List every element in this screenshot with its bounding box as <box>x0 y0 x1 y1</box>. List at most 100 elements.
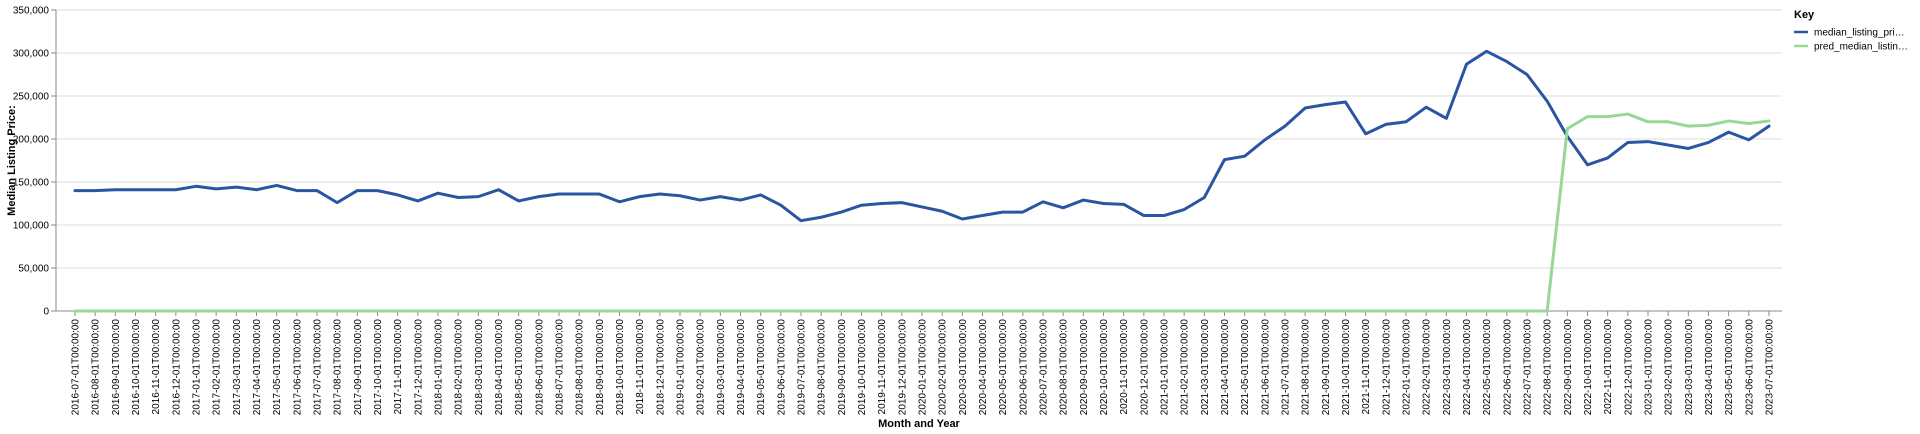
x-tick-label: 2018-11-01T00:00:00 <box>635 319 646 415</box>
x-tick-label: 2021-12-01T00:00:00 <box>1381 319 1392 416</box>
legend: Key median_listing_pri… pred_median_listi… <box>1794 9 1908 53</box>
x-tick-label: 2019-01-01T00:00:00 <box>676 319 687 416</box>
x-tick-label: 2018-05-01T00:00:00 <box>514 319 525 416</box>
x-tick-label: 2022-05-01T00:00:00 <box>1482 319 1493 416</box>
y-tick-label: 50,000 <box>18 264 49 275</box>
x-tick-label: 2021-05-01T00:00:00 <box>1240 319 1251 416</box>
x-tick-label: 2016-07-01T00:00:00 <box>71 319 82 416</box>
x-tick-label: 2019-05-01T00:00:00 <box>756 319 767 416</box>
axes: 0 50,000 100,000 150,000 200,000 250,000 300,0… <box>13 6 1782 416</box>
x-tick-label: 2021-06-01T00:00:00 <box>1260 319 1271 416</box>
x-tick-label: 2022-01-01T00:00:00 <box>1402 319 1413 416</box>
y-tick-label: 250,000 <box>13 92 50 103</box>
x-tick-label: 2022-07-01T00:00:00 <box>1523 319 1534 416</box>
x-tick-label: 2022-06-01T00:00:00 <box>1502 319 1513 416</box>
x-tick-label: 2021-03-01T00:00:00 <box>1200 319 1211 416</box>
x-axis-title: Month and Year <box>878 418 960 430</box>
x-tick-label: 2022-11-01T00:00:00 <box>1603 319 1614 415</box>
x-tick-label: 2017-08-01T00:00:00 <box>333 319 344 416</box>
x-tick-label: 2016-10-01T00:00:00 <box>131 319 142 416</box>
x-tick-label: 2020-02-01T00:00:00 <box>938 319 949 416</box>
x-tick-label: 2021-10-01T00:00:00 <box>1341 319 1352 416</box>
x-tick-label: 2018-12-01T00:00:00 <box>655 319 666 416</box>
x-tick-label: 2020-06-01T00:00:00 <box>1018 319 1029 416</box>
x-tick-label: 2023-02-01T00:00:00 <box>1664 319 1675 416</box>
x-tick-label: 2017-03-01T00:00:00 <box>232 319 243 416</box>
x-tick-label: 2020-08-01T00:00:00 <box>1059 319 1070 416</box>
x-tick-label: 2022-12-01T00:00:00 <box>1623 319 1634 416</box>
x-tick-label: 2017-10-01T00:00:00 <box>373 319 384 416</box>
x-tick-label: 2016-08-01T00:00:00 <box>91 319 102 416</box>
x-tick-label: 2017-05-01T00:00:00 <box>272 319 283 416</box>
x-tick-label: 2021-08-01T00:00:00 <box>1301 319 1312 416</box>
x-tick-label: 2016-11-01T00:00:00 <box>151 319 162 415</box>
x-tick-label: 2017-07-01T00:00:00 <box>313 319 324 416</box>
x-tick-label: 2017-06-01T00:00:00 <box>292 319 303 416</box>
y-tick-label: 100,000 <box>13 221 50 232</box>
legend-label: median_listing_pri… <box>1814 28 1905 39</box>
x-tick-label: 2018-08-01T00:00:00 <box>575 319 586 416</box>
x-tick-label: 2020-05-01T00:00:00 <box>998 319 1009 416</box>
x-tick-label: 2022-09-01T00:00:00 <box>1563 319 1574 416</box>
x-tick-label: 2018-03-01T00:00:00 <box>474 319 485 416</box>
y-tick-label: 300,000 <box>13 49 50 60</box>
x-tick-label: 2018-06-01T00:00:00 <box>534 319 545 416</box>
x-tick-label: 2019-11-01T00:00:00 <box>877 319 888 415</box>
x-tick-label: 2022-08-01T00:00:00 <box>1543 319 1554 416</box>
x-tick-label: 2021-02-01T00:00:00 <box>1180 319 1191 416</box>
series-lines <box>73 49 1771 313</box>
x-tick-label: 2022-03-01T00:00:00 <box>1442 319 1453 416</box>
legend-title: Key <box>1794 9 1815 21</box>
x-tick-label: 2018-09-01T00:00:00 <box>595 319 606 416</box>
x-tick-label: 2019-02-01T00:00:00 <box>696 319 707 416</box>
x-tick-label: 2020-07-01T00:00:00 <box>1039 319 1050 416</box>
x-tick-label: 2016-12-01T00:00:00 <box>171 319 182 416</box>
x-tick-label: 2021-07-01T00:00:00 <box>1281 319 1292 416</box>
x-tick-label: 2020-09-01T00:00:00 <box>1079 319 1090 416</box>
x-tick-label: 2021-11-01T00:00:00 <box>1361 319 1372 415</box>
x-tick-label: 2023-01-01T00:00:00 <box>1644 319 1655 416</box>
x-tick-label: 2017-12-01T00:00:00 <box>413 319 424 416</box>
x-tick-label: 2019-06-01T00:00:00 <box>776 319 787 416</box>
x-tick-label: 2017-02-01T00:00:00 <box>212 319 223 416</box>
x-tick-label: 2021-01-01T00:00:00 <box>1160 319 1171 416</box>
series-line-pred-median-listing-price <box>73 112 1771 313</box>
x-tick-label: 2019-03-01T00:00:00 <box>716 319 727 416</box>
x-tick-label: 2021-09-01T00:00:00 <box>1321 319 1332 416</box>
series-line-median-listing-price <box>73 49 1771 223</box>
x-tick-label: 2018-02-01T00:00:00 <box>454 319 465 416</box>
x-tick-label: 2022-02-01T00:00:00 <box>1422 319 1433 416</box>
x-tick-label: 2020-04-01T00:00:00 <box>978 319 989 416</box>
grid <box>56 9 1782 312</box>
x-tick-label: 2019-09-01T00:00:00 <box>837 319 848 416</box>
x-tick-label: 2020-03-01T00:00:00 <box>958 319 969 416</box>
x-tick-label: 2019-04-01T00:00:00 <box>736 319 747 416</box>
y-tick-label: 350,000 <box>13 6 50 17</box>
x-tick-label: 2023-05-01T00:00:00 <box>1724 319 1735 416</box>
x-tick-label: 2017-11-01T00:00:00 <box>393 319 404 415</box>
x-tick-label: 2020-10-01T00:00:00 <box>1099 319 1110 416</box>
y-tick-label: 0 <box>43 307 49 318</box>
x-tick-label: 2019-08-01T00:00:00 <box>817 319 828 416</box>
x-tick-label: 2017-01-01T00:00:00 <box>192 319 203 416</box>
x-tick-label: 2018-10-01T00:00:00 <box>615 319 626 416</box>
x-tick-label: 2022-10-01T00:00:00 <box>1583 319 1594 416</box>
x-tick-label: 2017-04-01T00:00:00 <box>252 319 263 416</box>
x-tick-label: 2021-04-01T00:00:00 <box>1220 319 1231 416</box>
x-tick-label: 2020-01-01T00:00:00 <box>918 319 929 416</box>
x-tick-label: 2018-01-01T00:00:00 <box>434 319 445 416</box>
x-tick-label: 2020-11-01T00:00:00 <box>1119 319 1130 415</box>
x-tick-label: 2018-04-01T00:00:00 <box>494 319 505 416</box>
x-tick-label: 2019-07-01T00:00:00 <box>797 319 808 416</box>
y-tick-label: 200,000 <box>13 135 50 146</box>
x-tick-label: 2022-04-01T00:00:00 <box>1462 319 1473 416</box>
y-tick-label: 150,000 <box>13 178 50 189</box>
x-tick-label: 2023-04-01T00:00:00 <box>1704 319 1715 416</box>
y-axis-title: Median Listing Price: <box>6 105 18 216</box>
x-tick-label: 2019-10-01T00:00:00 <box>857 319 868 416</box>
x-tick-label: 2023-07-01T00:00:00 <box>1765 319 1776 416</box>
x-tick-label: 2018-07-01T00:00:00 <box>555 319 566 416</box>
x-tick-label: 2023-03-01T00:00:00 <box>1684 319 1695 416</box>
x-tick-label: 2019-12-01T00:00:00 <box>897 319 908 416</box>
